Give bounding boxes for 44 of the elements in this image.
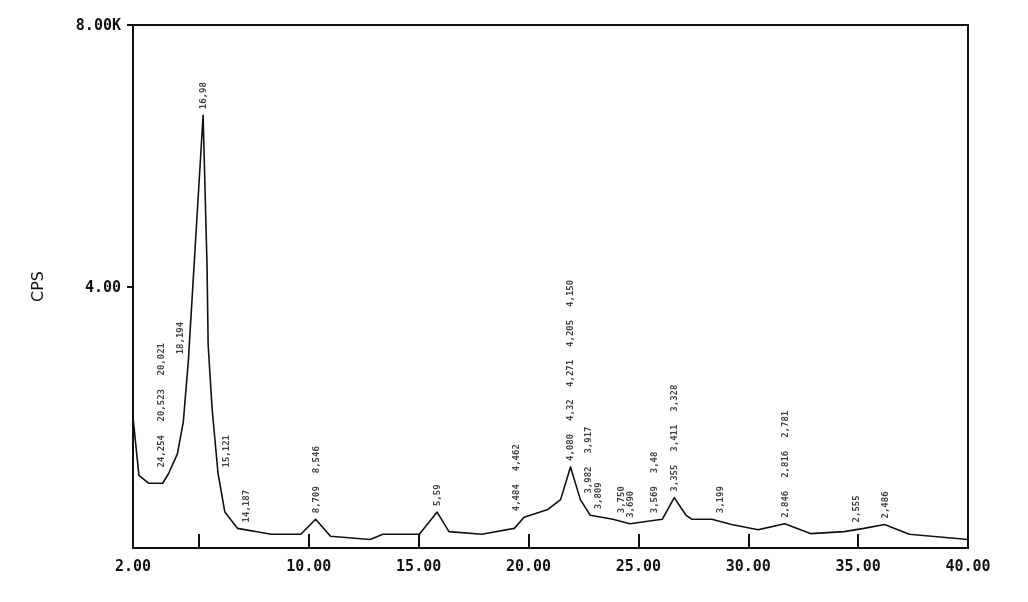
annotation: 3,917 — [583, 426, 594, 454]
annotation: 2,781 — [779, 410, 790, 438]
annotation: 3,328 — [669, 384, 680, 412]
annotation: 3,355 — [669, 464, 680, 492]
x-tick-label: 25.00 — [615, 556, 661, 575]
annotation: 2,486 — [879, 491, 890, 519]
y-axis-title: CPS — [27, 271, 47, 302]
x-tick-label: 2.00 — [114, 556, 152, 575]
annotation: 2,555 — [850, 495, 861, 523]
annotation: 3,809 — [593, 482, 604, 510]
annotation: 2,846 — [779, 490, 790, 518]
x-tick-label: 15.00 — [396, 556, 442, 575]
annotation: 14,187 — [240, 489, 251, 523]
x-tick-label: 35.00 — [835, 556, 881, 575]
annotation: 4,271 — [565, 359, 576, 387]
annotation: 3,411 — [669, 424, 680, 452]
annotation: 16,98 — [198, 82, 209, 110]
annotation: 5,59 — [432, 484, 443, 507]
annotation: 4,462 — [511, 444, 522, 472]
annotation: 15,121 — [221, 434, 232, 468]
annotation: 4,32 — [565, 399, 576, 421]
x-tick-label: 20.00 — [505, 556, 552, 575]
y-tick-label: 4.00 — [84, 277, 121, 296]
annotation: 24,254 — [155, 434, 166, 468]
annotation: 18,194 — [175, 321, 186, 355]
annotation: 3,750 — [615, 486, 626, 514]
annotation: 3,690 — [624, 490, 635, 518]
x-tick-label: 40.00 — [945, 556, 991, 575]
annotation: 20,021 — [155, 342, 166, 376]
annotation: 4,150 — [565, 279, 576, 307]
annotation: 4,484 — [511, 483, 522, 512]
x-tick-label: 30.00 — [725, 556, 771, 575]
annotation: 3,48 — [649, 451, 660, 474]
annotation: 8,709 — [310, 486, 321, 514]
annotation: 3,569 — [649, 486, 660, 514]
annotation: 3,982 — [583, 466, 594, 494]
annotation: 3,199 — [714, 486, 725, 514]
annotation: 2,816 — [779, 450, 790, 478]
x-tick-label: 10.00 — [286, 556, 332, 575]
annotation: 20,523 — [155, 388, 166, 422]
annotation: 4,080 — [565, 433, 576, 461]
annotation: 4,205 — [565, 319, 576, 347]
y-tick-label: 8.00K — [75, 16, 121, 34]
annotation: 8,546 — [310, 446, 321, 474]
